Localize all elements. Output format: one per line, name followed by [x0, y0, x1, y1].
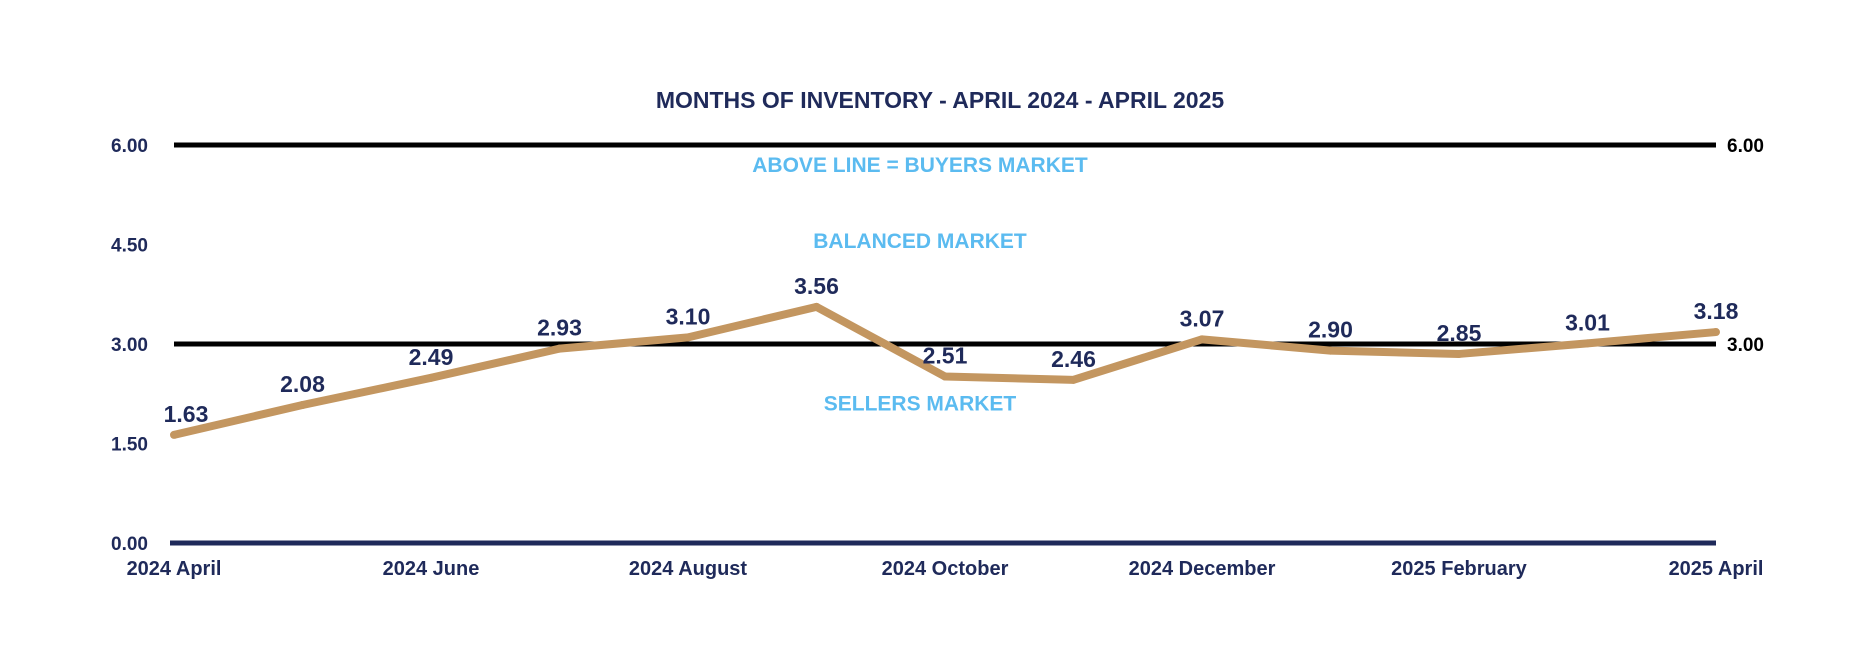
reference-line-label-0: 6.00	[1727, 136, 1764, 157]
data-point	[555, 344, 564, 353]
x-tick-label: 2024 October	[882, 558, 1009, 580]
data-label: 3.10	[666, 303, 711, 329]
y-tick-label: 0.00	[111, 534, 148, 555]
zone-annotation-0: ABOVE LINE = BUYERS MARKET	[752, 154, 1088, 177]
x-tick-label: 2024 April	[127, 558, 222, 580]
zone-annotation-2: SELLERS MARKET	[824, 393, 1017, 416]
chart-title: MONTHS OF INVENTORY - APRIL 2024 - APRIL…	[656, 87, 1225, 113]
data-point	[427, 373, 435, 382]
data-label: 3.18	[1694, 298, 1739, 324]
x-tick-label: 2025 February	[1391, 558, 1528, 580]
data-point	[1583, 339, 1592, 348]
x-tick-label: 2024 June	[383, 558, 480, 580]
data-label: 3.01	[1565, 309, 1610, 335]
data-label: 2.90	[1308, 317, 1353, 343]
x-tick-label: 2024 August	[629, 558, 748, 580]
data-point	[170, 430, 178, 439]
data-point	[1198, 335, 1206, 344]
data-label: 2.93	[537, 315, 582, 341]
data-label: 2.85	[1437, 320, 1482, 346]
y-tick-label: 6.00	[111, 136, 148, 157]
x-tick-label: 2024 December	[1129, 558, 1276, 580]
data-label: 2.08	[280, 371, 325, 397]
data-point	[812, 302, 821, 311]
data-point	[1326, 346, 1335, 355]
data-label: 2.51	[923, 343, 968, 369]
data-point	[1712, 328, 1720, 337]
data-label: 3.56	[794, 273, 839, 299]
y-tick-label: 1.50	[111, 435, 148, 456]
y-tick-label: 4.50	[111, 236, 148, 257]
data-label: 2.46	[1051, 346, 1096, 372]
data-point	[684, 333, 692, 342]
zone-annotation-1: BALANCED MARKET	[813, 230, 1027, 253]
y-tick-label: 3.00	[111, 335, 148, 356]
data-point	[941, 372, 949, 381]
data-point	[298, 401, 307, 410]
data-label: 2.49	[409, 344, 454, 370]
data-point	[1455, 349, 1463, 358]
x-tick-label: 2025 April	[1669, 558, 1764, 580]
reference-line-label-1: 3.00	[1727, 335, 1764, 356]
data-label: 1.63	[164, 401, 209, 427]
data-label: 3.07	[1180, 305, 1225, 331]
data-point	[1069, 375, 1078, 384]
